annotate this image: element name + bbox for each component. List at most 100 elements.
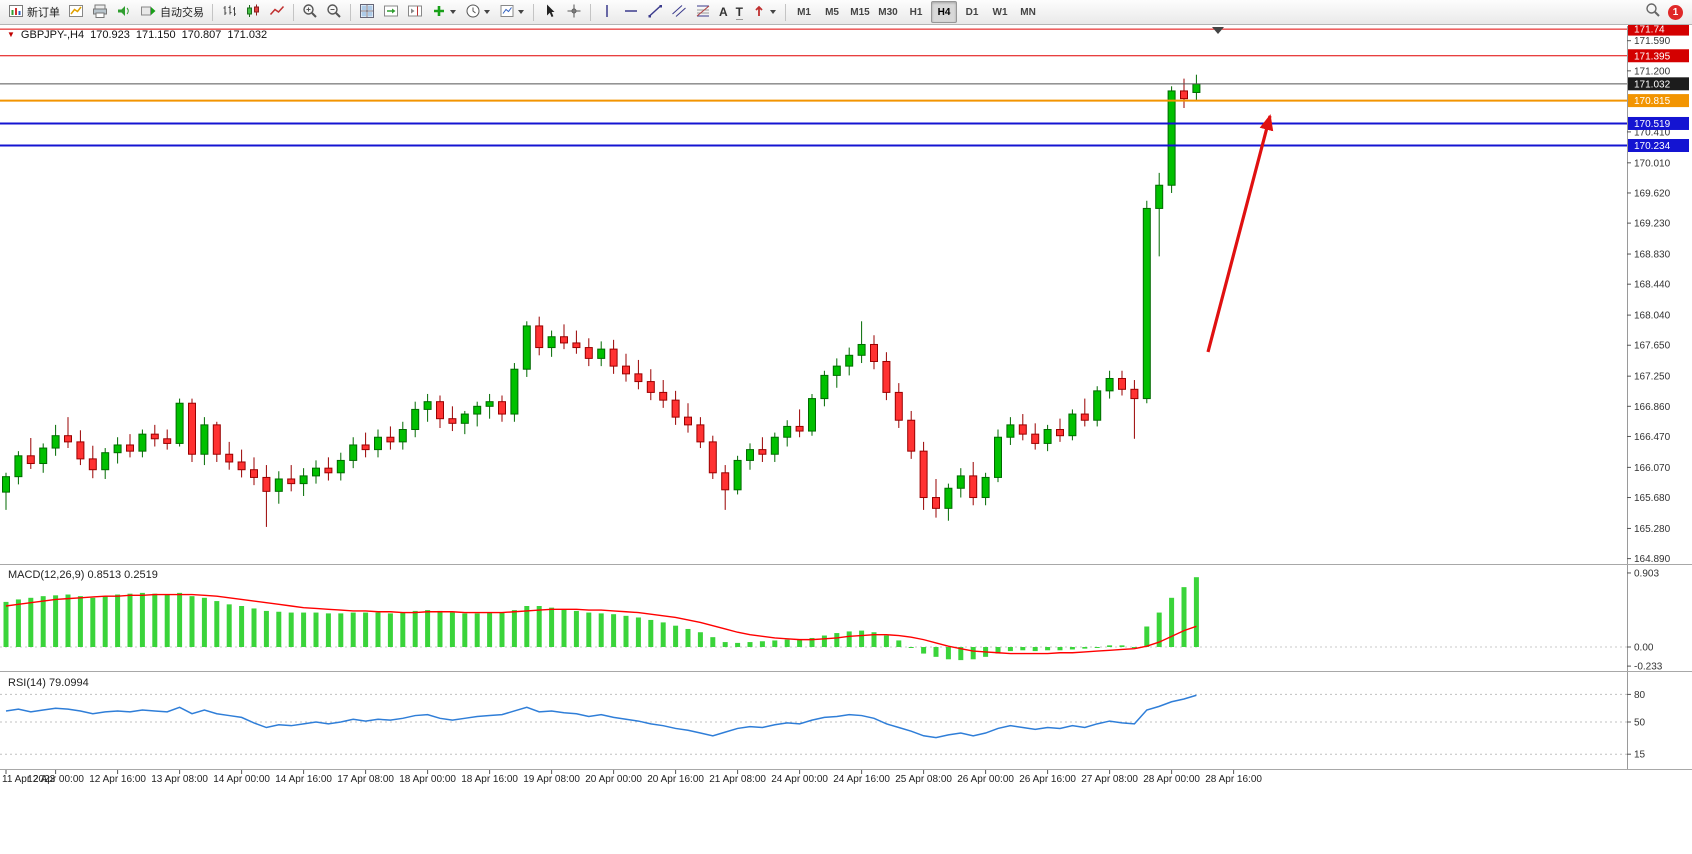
timeframe-button-mn[interactable]: MN bbox=[1020, 6, 1036, 18]
price-tick-label: 170.010 bbox=[1634, 158, 1671, 169]
candlestick-series bbox=[2, 74, 1201, 527]
channel-tool-button[interactable] bbox=[667, 1, 691, 23]
macd-histogram-bar bbox=[462, 613, 468, 647]
candle-body bbox=[721, 472, 730, 491]
candle-body bbox=[560, 336, 568, 344]
candle-body bbox=[113, 444, 122, 454]
macd-histogram-bar bbox=[499, 612, 505, 647]
candle-body bbox=[795, 425, 804, 432]
zoom-out-button[interactable] bbox=[322, 1, 346, 23]
timeframe-button-m30[interactable]: M30 bbox=[878, 6, 898, 18]
macd-histogram-bar bbox=[301, 612, 307, 647]
candle-body bbox=[622, 365, 630, 375]
cursor-button[interactable] bbox=[538, 1, 562, 23]
text-label-tool-button[interactable]: T bbox=[732, 1, 747, 23]
candle-body bbox=[274, 478, 283, 492]
price-tick-label: 171.200 bbox=[1634, 66, 1671, 77]
macd-histogram-bar bbox=[152, 593, 158, 647]
candle-body bbox=[188, 402, 196, 455]
macd-histogram-bar bbox=[313, 612, 319, 647]
price-badge-170.519: 170.519 bbox=[1628, 116, 1689, 130]
crosshair-button[interactable] bbox=[562, 1, 586, 23]
fibonacci-icon bbox=[695, 3, 711, 22]
close-value: 171.032 bbox=[227, 29, 268, 41]
macd-histogram-bar bbox=[350, 612, 356, 647]
macd-histogram-bar bbox=[102, 596, 108, 647]
candle-body bbox=[820, 374, 829, 400]
macd-histogram-bar bbox=[883, 635, 889, 647]
candle-body bbox=[26, 455, 35, 465]
templates-button[interactable] bbox=[495, 1, 529, 23]
search-icon[interactable] bbox=[1645, 2, 1661, 23]
timeframe-button-h4[interactable]: H4 bbox=[931, 1, 958, 23]
trend-arrow[interactable] bbox=[1206, 114, 1274, 353]
indicators-button[interactable] bbox=[427, 1, 461, 23]
auto-scroll-button[interactable] bbox=[379, 1, 403, 23]
price-tick-label: 167.250 bbox=[1634, 372, 1671, 383]
fibonacci-tool-button[interactable] bbox=[691, 1, 715, 23]
periods-button[interactable] bbox=[461, 1, 495, 23]
timeframe-button-w1[interactable]: W1 bbox=[992, 6, 1008, 18]
timeframe-button-m15[interactable]: M15 bbox=[850, 6, 870, 18]
macd-histogram-bar bbox=[1156, 612, 1162, 647]
candle-body bbox=[808, 398, 816, 432]
vertical-line-tool-button[interactable] bbox=[595, 1, 619, 23]
macd-histogram-bar bbox=[697, 632, 703, 647]
candle-body bbox=[882, 360, 891, 393]
macd-histogram-bar bbox=[77, 596, 83, 647]
macd-histogram-bar bbox=[263, 610, 269, 647]
trendline-tool-button[interactable] bbox=[643, 1, 667, 23]
notification-badge[interactable]: 1 bbox=[1668, 4, 1683, 20]
bar-chart-button[interactable] bbox=[217, 1, 241, 23]
candle-body bbox=[64, 435, 72, 443]
macd-histogram-bar bbox=[1007, 647, 1013, 652]
autotrading-button[interactable]: 自动交易 bbox=[136, 1, 208, 23]
arrows-tool-button[interactable] bbox=[747, 1, 781, 23]
chart-shift-button[interactable] bbox=[403, 1, 427, 23]
price-tick-label: 165.680 bbox=[1634, 493, 1671, 504]
candle-body bbox=[1006, 424, 1015, 438]
candle-body bbox=[981, 476, 990, 499]
price-badge-170.234: 170.234 bbox=[1628, 139, 1689, 153]
candle-body bbox=[1080, 413, 1089, 421]
macd-histogram-bar bbox=[511, 610, 517, 647]
time-label: 26 Apr 00:00 bbox=[957, 774, 1014, 785]
candle-body bbox=[1031, 433, 1040, 444]
candle-body bbox=[1192, 83, 1201, 93]
new-chart-button[interactable] bbox=[64, 1, 88, 23]
macd-histogram-bar bbox=[759, 641, 765, 647]
alerts-button[interactable] bbox=[112, 1, 136, 23]
price-tick-label: 167.650 bbox=[1634, 341, 1671, 352]
timeframe-button-d1[interactable]: D1 bbox=[965, 6, 979, 18]
new-order-button[interactable]: 新订单 bbox=[4, 1, 64, 23]
time-label: 21 Apr 08:00 bbox=[709, 774, 766, 785]
time-label: 28 Apr 16:00 bbox=[1205, 774, 1262, 785]
tile-windows-button[interactable] bbox=[355, 1, 379, 23]
candle-body bbox=[262, 476, 271, 492]
text-tool-button[interactable]: A bbox=[715, 1, 732, 23]
chart-shift-marker[interactable] bbox=[1212, 27, 1224, 34]
macd-histogram-bar bbox=[425, 610, 431, 647]
toolbar-separator bbox=[785, 3, 787, 21]
price-axis[interactable]: 171.590 171.200 170.410 170.010 169.620 169.2… bbox=[1627, 36, 1671, 565]
candle-body bbox=[386, 436, 395, 443]
line-chart-button[interactable] bbox=[265, 1, 289, 23]
svg-text:170.234: 170.234 bbox=[1634, 141, 1671, 152]
macd-axis-label: 0.00 bbox=[1634, 643, 1654, 654]
price-tick-label: 169.230 bbox=[1634, 219, 1671, 230]
horizontal-line-tool-button[interactable] bbox=[619, 1, 643, 23]
candle-body bbox=[138, 433, 147, 452]
auto-scroll-icon bbox=[383, 3, 399, 22]
timeframe-button-m1[interactable]: M1 bbox=[797, 6, 811, 18]
timeframe-button-h1[interactable]: H1 bbox=[909, 6, 923, 18]
clock-icon bbox=[465, 3, 481, 22]
print-button[interactable] bbox=[88, 1, 112, 23]
print-icon bbox=[92, 3, 108, 22]
zoom-in-button[interactable] bbox=[298, 1, 322, 23]
timeframe-button-m5[interactable]: M5 bbox=[825, 6, 839, 18]
candlestick-chart-button[interactable] bbox=[241, 1, 265, 23]
toolbar-right-group: 1 bbox=[1645, 2, 1688, 23]
price-badge-171.032: 171.032 bbox=[1628, 77, 1689, 91]
